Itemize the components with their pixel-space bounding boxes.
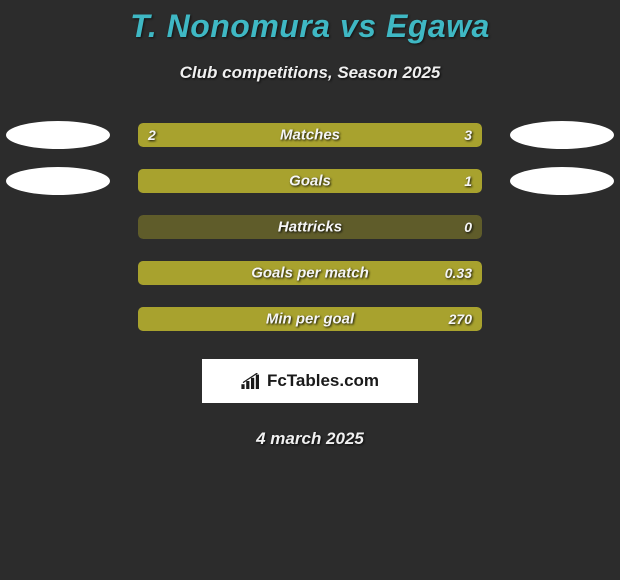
stat-value-right: 0.33 [445, 265, 472, 281]
spacer [510, 259, 614, 287]
spacer [6, 305, 110, 333]
stat-bar: 1 Goals [138, 169, 482, 193]
stat-label: Min per goal [266, 311, 354, 328]
spacer [6, 259, 110, 287]
stat-value-right: 1 [464, 173, 472, 189]
stat-bar: 0 Hattricks [138, 215, 482, 239]
stat-label: Goals [289, 173, 331, 190]
team-oval-right [510, 167, 614, 195]
stats-area: 2 3 Matches 1 Goals 0 Hattricks 0.33 Goals per m… [0, 123, 620, 331]
spacer [6, 213, 110, 241]
spacer [510, 213, 614, 241]
stat-label: Goals per match [251, 265, 369, 282]
team-oval-right [510, 121, 614, 149]
stat-value-left: 2 [148, 127, 156, 143]
page-title: T. Nonomura vs Egawa [0, 8, 620, 45]
stat-label: Hattricks [278, 219, 342, 236]
stat-row: 1 Goals [0, 169, 620, 193]
stat-value-right: 3 [464, 127, 472, 143]
bar-chart-icon [241, 373, 261, 389]
stat-bar: 0.33 Goals per match [138, 261, 482, 285]
stat-value-right: 0 [464, 219, 472, 235]
brand-label: FcTables.com [241, 371, 379, 391]
subtitle: Club competitions, Season 2025 [0, 63, 620, 83]
brand-box: FcTables.com [202, 359, 418, 403]
brand-text: FcTables.com [267, 371, 379, 391]
date-label: 4 march 2025 [0, 429, 620, 449]
comparison-infographic: T. Nonomura vs Egawa Club competitions, … [0, 0, 620, 449]
stat-row: 270 Min per goal [0, 307, 620, 331]
stat-bar: 270 Min per goal [138, 307, 482, 331]
stat-row: 2 3 Matches [0, 123, 620, 147]
team-oval-left [6, 121, 110, 149]
stat-row: 0 Hattricks [0, 215, 620, 239]
stat-value-right: 270 [449, 311, 472, 327]
bar-left-fill [138, 123, 276, 147]
team-oval-left [6, 167, 110, 195]
spacer [510, 305, 614, 333]
stat-bar: 2 3 Matches [138, 123, 482, 147]
stat-row: 0.33 Goals per match [0, 261, 620, 285]
stat-label: Matches [280, 127, 340, 144]
